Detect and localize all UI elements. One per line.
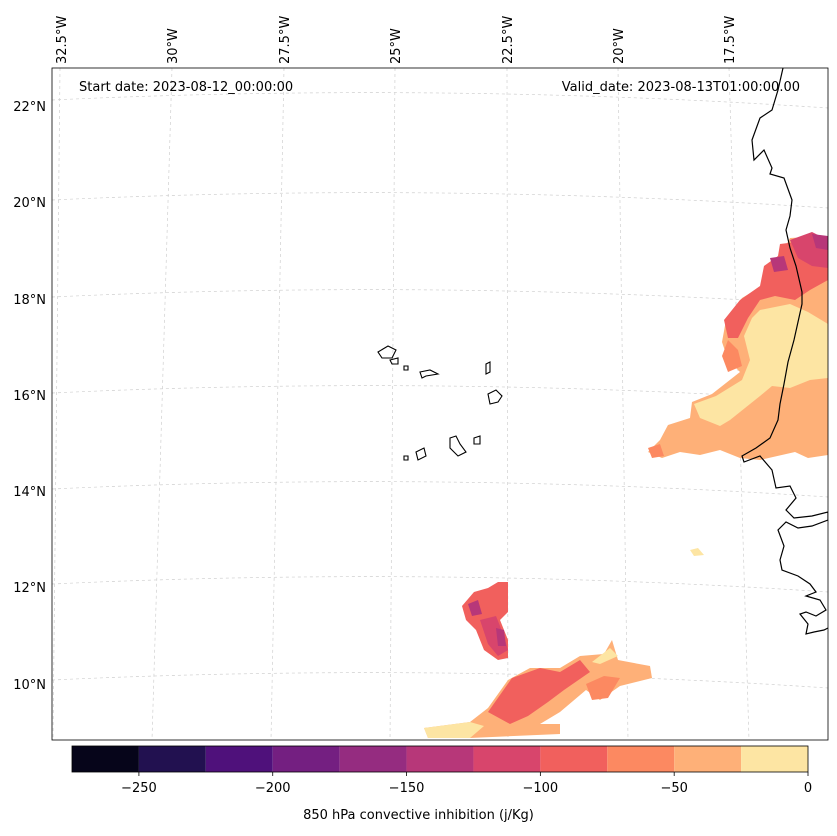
colorbar-swatch bbox=[339, 746, 407, 772]
parallel-14n bbox=[52, 481, 828, 498]
colorbar-swatch bbox=[72, 746, 139, 772]
island-santa-luzia bbox=[403, 365, 409, 371]
colorbar-swatch bbox=[205, 746, 273, 772]
island-maio bbox=[473, 435, 481, 445]
colorbar-swatch bbox=[138, 746, 206, 772]
latitude-labels: 22°N 20°N 18°N 16°N 14°N 12°N 10°N bbox=[13, 100, 46, 693]
colorbar-swatch bbox=[272, 746, 340, 772]
lon-label: 30°W bbox=[166, 28, 181, 64]
lat-label: 14°N bbox=[13, 485, 46, 500]
lon-label: 27.5°W bbox=[278, 16, 293, 64]
cin-region-coast-yellow bbox=[694, 304, 828, 426]
meridian-20w bbox=[617, 68, 629, 740]
parallel-10n bbox=[52, 672, 828, 689]
cin-region-south-orange bbox=[586, 676, 620, 700]
cin-region-small-dot bbox=[690, 548, 704, 556]
meridian-25w bbox=[389, 68, 396, 740]
cin-field bbox=[424, 232, 828, 738]
lat-label: 22°N bbox=[13, 100, 46, 115]
colorbar-swatch bbox=[674, 746, 742, 772]
longitude-labels: 32.5°W 30°W 27.5°W 25°W 22.5°W 20°W 17.5… bbox=[55, 16, 738, 64]
island-brava bbox=[403, 455, 409, 461]
colorbar-tick-label: −150 bbox=[389, 781, 425, 796]
map-frame bbox=[51, 67, 829, 741]
island-sal bbox=[485, 361, 491, 375]
island-sao-vicente bbox=[389, 357, 399, 365]
colorbar-frame bbox=[71, 745, 809, 773]
lon-label: 22.5°W bbox=[501, 16, 516, 64]
parallel-20n bbox=[52, 192, 828, 209]
colorbar-swatch bbox=[406, 746, 474, 772]
lat-label: 20°N bbox=[13, 196, 46, 211]
meridian-22-5w bbox=[506, 68, 509, 740]
meridian-30w bbox=[151, 68, 173, 740]
cin-region-central-purple bbox=[468, 600, 506, 646]
cin-region-south-red bbox=[488, 660, 590, 724]
colorbar-tick-label: −200 bbox=[255, 781, 291, 796]
island-boa-vista bbox=[487, 389, 503, 405]
cin-region-coast-purple bbox=[770, 234, 828, 272]
start-date-annotation: Start date: 2023-08-12_00:00:00 bbox=[79, 80, 293, 95]
colorbar-tick-label: −250 bbox=[121, 781, 157, 796]
island-fogo bbox=[415, 447, 427, 461]
cin-region-coast-red bbox=[724, 238, 828, 338]
colorbar bbox=[71, 745, 809, 773]
coastline-africa bbox=[741, 68, 828, 635]
parallel-22n bbox=[52, 92, 828, 109]
lon-label: 32.5°W bbox=[55, 16, 70, 64]
cin-region-south-yellow bbox=[424, 648, 618, 738]
colorbar-tick-label: −50 bbox=[660, 781, 687, 796]
island-santo-antao bbox=[377, 345, 397, 359]
parallel-16n bbox=[52, 385, 828, 402]
gridlines bbox=[52, 68, 828, 740]
colorbar-swatch bbox=[540, 746, 608, 772]
parallel-18n bbox=[52, 289, 828, 306]
island-santiago bbox=[449, 435, 467, 457]
lon-label: 20°W bbox=[612, 28, 627, 64]
colorbar-tick-label: −100 bbox=[523, 781, 559, 796]
colorbar-ticks: −250 −200 −150 −100 −50 0 bbox=[121, 772, 812, 796]
lat-label: 18°N bbox=[13, 293, 46, 308]
colorbar-label: 850 hPa convective inhibition (j/Kg) bbox=[303, 808, 534, 823]
colorbar-swatch bbox=[607, 746, 675, 772]
valid-date-annotation: Valid_date: 2023-08-13T01:00:00.00 bbox=[562, 80, 800, 95]
island-sao-nicolau bbox=[419, 369, 440, 379]
lon-label: 17.5°W bbox=[723, 16, 738, 64]
cin-region-coast-patch bbox=[790, 425, 820, 452]
colorbar-tick-label: 0 bbox=[804, 781, 812, 796]
colorbar-swatch bbox=[741, 746, 808, 772]
lat-label: 12°N bbox=[13, 581, 46, 596]
lat-label: 16°N bbox=[13, 389, 46, 404]
lon-label: 25°W bbox=[389, 28, 404, 64]
cin-region-coast-orange bbox=[648, 340, 742, 458]
cape-verde-islands bbox=[377, 345, 503, 461]
lat-label: 10°N bbox=[13, 678, 46, 693]
meridian-27-5w bbox=[270, 68, 285, 740]
map-area bbox=[52, 68, 828, 740]
parallel-12n bbox=[52, 576, 828, 593]
colorbar-swatch bbox=[473, 746, 541, 772]
meridian-32-5w bbox=[52, 68, 61, 740]
